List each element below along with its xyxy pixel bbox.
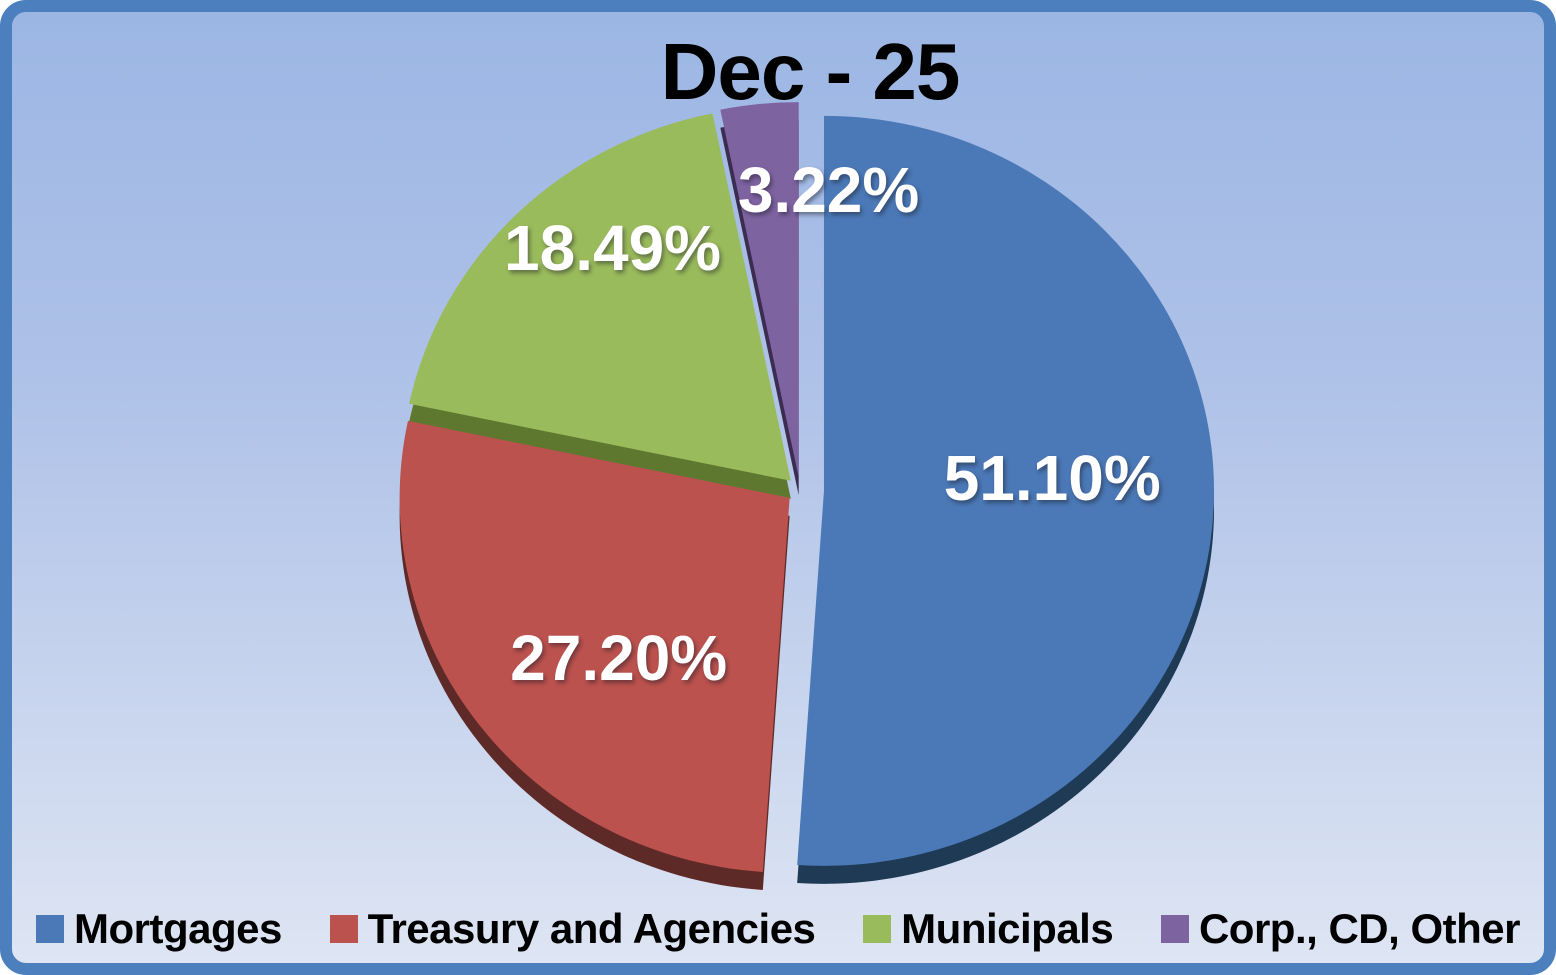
legend-swatch-treasury-and-agencies — [329, 915, 358, 943]
pie-slice-2 — [409, 113, 791, 481]
legend-item-treasury-and-agencies: Treasury and Agencies — [329, 905, 816, 953]
pie-slice-0 — [797, 115, 1215, 866]
legend-item-corp-cd-other: Corp., CD, Other — [1160, 905, 1521, 953]
legend-swatch-corp-cd-other — [1160, 915, 1189, 943]
legend-label-corp-cd-other: Corp., CD, Other — [1198, 905, 1521, 952]
legend-swatch-mortgages — [36, 915, 64, 943]
legend-label-municipals: Municipals — [901, 905, 1114, 952]
pie-label-mortgages: 51.10% — [943, 441, 1161, 514]
pie-label-corp-cd-other: 3.22% — [737, 153, 920, 226]
legend: Mortgages Treasury and Agencies Municipa… — [12, 905, 1544, 953]
pie-svg — [399, 102, 1215, 890]
legend-label-treasury-and-agencies: Treasury and Agencies — [367, 905, 816, 952]
legend-label-mortgages: Mortgages — [74, 905, 282, 952]
pie-slice-3 — [720, 102, 799, 478]
legend-item-mortgages: Mortgages — [36, 905, 282, 953]
pie-label-treasury-and-agencies: 27.20% — [510, 621, 728, 694]
pie-label-municipals: 18.49% — [504, 211, 722, 284]
pie-slice-1 — [399, 420, 790, 872]
pie-chart — [12, 12, 1544, 963]
legend-item-municipals: Municipals — [863, 905, 1114, 953]
legend-swatch-municipals — [863, 915, 892, 943]
chart-title: Dec - 25 — [660, 27, 961, 116]
